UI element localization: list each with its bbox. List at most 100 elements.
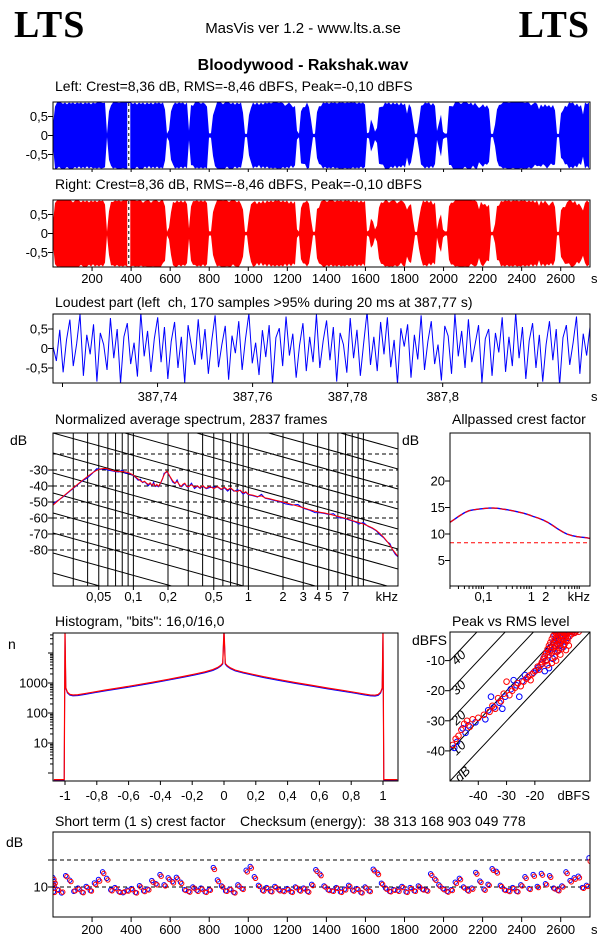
svg-text:-0,5: -0,5 bbox=[26, 245, 48, 260]
svg-text:-50: -50 bbox=[29, 495, 48, 510]
svg-text:600: 600 bbox=[159, 271, 181, 286]
short-term-ylabel: dB bbox=[6, 834, 24, 850]
svg-text:-10: -10 bbox=[426, 653, 445, 668]
svg-text:-30: -30 bbox=[497, 788, 516, 803]
svg-text:-40: -40 bbox=[29, 479, 48, 494]
svg-text:-20: -20 bbox=[525, 788, 544, 803]
svg-text:-1: -1 bbox=[59, 788, 71, 803]
logo-right: LTS bbox=[518, 4, 590, 46]
svg-text:1800: 1800 bbox=[390, 922, 419, 937]
svg-text:0: 0 bbox=[41, 128, 48, 143]
svg-text:-0,5: -0,5 bbox=[26, 361, 48, 376]
svg-text:10: 10 bbox=[431, 527, 445, 542]
svg-text:1000: 1000 bbox=[234, 271, 263, 286]
svg-text:0,1: 0,1 bbox=[474, 589, 492, 604]
svg-text:100: 100 bbox=[26, 706, 48, 721]
svg-text:-0,6: -0,6 bbox=[117, 788, 139, 803]
svg-text:800: 800 bbox=[198, 922, 220, 937]
svg-text:1: 1 bbox=[379, 788, 386, 803]
svg-text:2200: 2200 bbox=[468, 271, 497, 286]
svg-text:0,4: 0,4 bbox=[279, 788, 297, 803]
svg-text:s: s bbox=[591, 271, 598, 286]
short-term-crest-title: Short term (1 s) crest factor bbox=[55, 813, 226, 829]
checksum-label: Checksum (energy): 38 313 168 903 049 77… bbox=[240, 813, 526, 829]
svg-text:1000: 1000 bbox=[19, 676, 48, 691]
svg-text:0,5: 0,5 bbox=[205, 589, 223, 604]
svg-text:-60: -60 bbox=[29, 511, 48, 526]
svg-text:1: 1 bbox=[245, 589, 252, 604]
svg-text:200: 200 bbox=[81, 922, 103, 937]
svg-text:2600: 2600 bbox=[546, 271, 575, 286]
spectrum-ylabel: dB bbox=[10, 432, 28, 448]
svg-text:15: 15 bbox=[431, 500, 445, 515]
svg-text:1: 1 bbox=[528, 589, 535, 604]
svg-text:200: 200 bbox=[81, 271, 103, 286]
svg-text:3: 3 bbox=[300, 589, 307, 604]
svg-text:0,8: 0,8 bbox=[342, 788, 360, 803]
spectrum-title: Normalized average spectrum, 2837 frames bbox=[55, 411, 328, 427]
svg-text:387,8: 387,8 bbox=[426, 389, 459, 404]
svg-text:s: s bbox=[591, 922, 598, 937]
svg-text:1200: 1200 bbox=[273, 922, 302, 937]
svg-text:2600: 2600 bbox=[546, 922, 575, 937]
svg-text:0,1: 0,1 bbox=[124, 589, 142, 604]
svg-text:-40: -40 bbox=[426, 743, 445, 758]
svg-text:-40: -40 bbox=[469, 788, 488, 803]
svg-text:0,05: 0,05 bbox=[86, 589, 111, 604]
svg-text:2000: 2000 bbox=[429, 922, 458, 937]
svg-text:2200: 2200 bbox=[468, 922, 497, 937]
svg-text:5: 5 bbox=[438, 553, 445, 568]
peak-vs-rms-ylabel: dBFS bbox=[411, 632, 447, 648]
svg-text:400: 400 bbox=[120, 271, 142, 286]
svg-text:5: 5 bbox=[325, 589, 332, 604]
svg-text:387,74: 387,74 bbox=[138, 389, 178, 404]
svg-text:0,2: 0,2 bbox=[247, 788, 265, 803]
svg-text:2: 2 bbox=[279, 589, 286, 604]
svg-text:40: 40 bbox=[448, 646, 469, 667]
svg-text:dBFS: dBFS bbox=[557, 788, 590, 803]
svg-text:20: 20 bbox=[431, 474, 445, 489]
svg-text:2: 2 bbox=[542, 589, 549, 604]
svg-text:-20: -20 bbox=[426, 683, 445, 698]
logo-left: LTS bbox=[14, 4, 86, 46]
histogram-ylabel: n bbox=[8, 636, 16, 652]
left-waveform-title: Left: Crest=8,36 dB, RMS=-8,46 dBFS, Pea… bbox=[55, 78, 413, 94]
svg-text:1800: 1800 bbox=[390, 271, 419, 286]
svg-text:10: 10 bbox=[34, 736, 48, 751]
svg-text:-0,2: -0,2 bbox=[181, 788, 203, 803]
svg-text:1400: 1400 bbox=[312, 922, 341, 937]
svg-text:s: s bbox=[591, 389, 598, 404]
svg-text:kHz: kHz bbox=[376, 589, 398, 604]
svg-text:kHz: kHz bbox=[568, 589, 590, 604]
svg-text:1400: 1400 bbox=[312, 271, 341, 286]
svg-text:-0,4: -0,4 bbox=[149, 788, 171, 803]
svg-text:1600: 1600 bbox=[351, 922, 380, 937]
svg-text:0: 0 bbox=[220, 788, 227, 803]
svg-text:0,5: 0,5 bbox=[30, 109, 48, 124]
svg-text:0: 0 bbox=[41, 341, 48, 356]
svg-text:1600: 1600 bbox=[351, 271, 380, 286]
svg-text:800: 800 bbox=[198, 271, 220, 286]
svg-text:10: 10 bbox=[34, 880, 48, 895]
svg-text:7: 7 bbox=[342, 589, 349, 604]
svg-text:0,5: 0,5 bbox=[30, 322, 48, 337]
svg-text:4: 4 bbox=[314, 589, 321, 604]
svg-text:2000: 2000 bbox=[429, 271, 458, 286]
svg-text:-0,5: -0,5 bbox=[26, 147, 48, 162]
allpassed-ylabel: dB bbox=[402, 432, 420, 448]
svg-text:387,78: 387,78 bbox=[328, 389, 368, 404]
svg-text:1200: 1200 bbox=[273, 271, 302, 286]
svg-text:-70: -70 bbox=[29, 527, 48, 542]
track-title: Bloodywood - Rakshak.wav bbox=[197, 57, 409, 74]
svg-text:-30: -30 bbox=[426, 713, 445, 728]
peak-vs-rms-title: Peak vs RMS level bbox=[452, 613, 570, 629]
svg-text:600: 600 bbox=[159, 922, 181, 937]
loudest-part-title: Loudest part (left ch, 170 samples >95% … bbox=[55, 294, 473, 310]
right-waveform-title: Right: Crest=8,36 dB, RMS=-8,46 dBFS, Pe… bbox=[55, 176, 422, 192]
histogram-title: Histogram, "bits": 16,0/16,0 bbox=[55, 613, 225, 629]
svg-text:-30: -30 bbox=[29, 463, 48, 478]
svg-text:0,6: 0,6 bbox=[310, 788, 328, 803]
svg-text:-0,8: -0,8 bbox=[86, 788, 108, 803]
